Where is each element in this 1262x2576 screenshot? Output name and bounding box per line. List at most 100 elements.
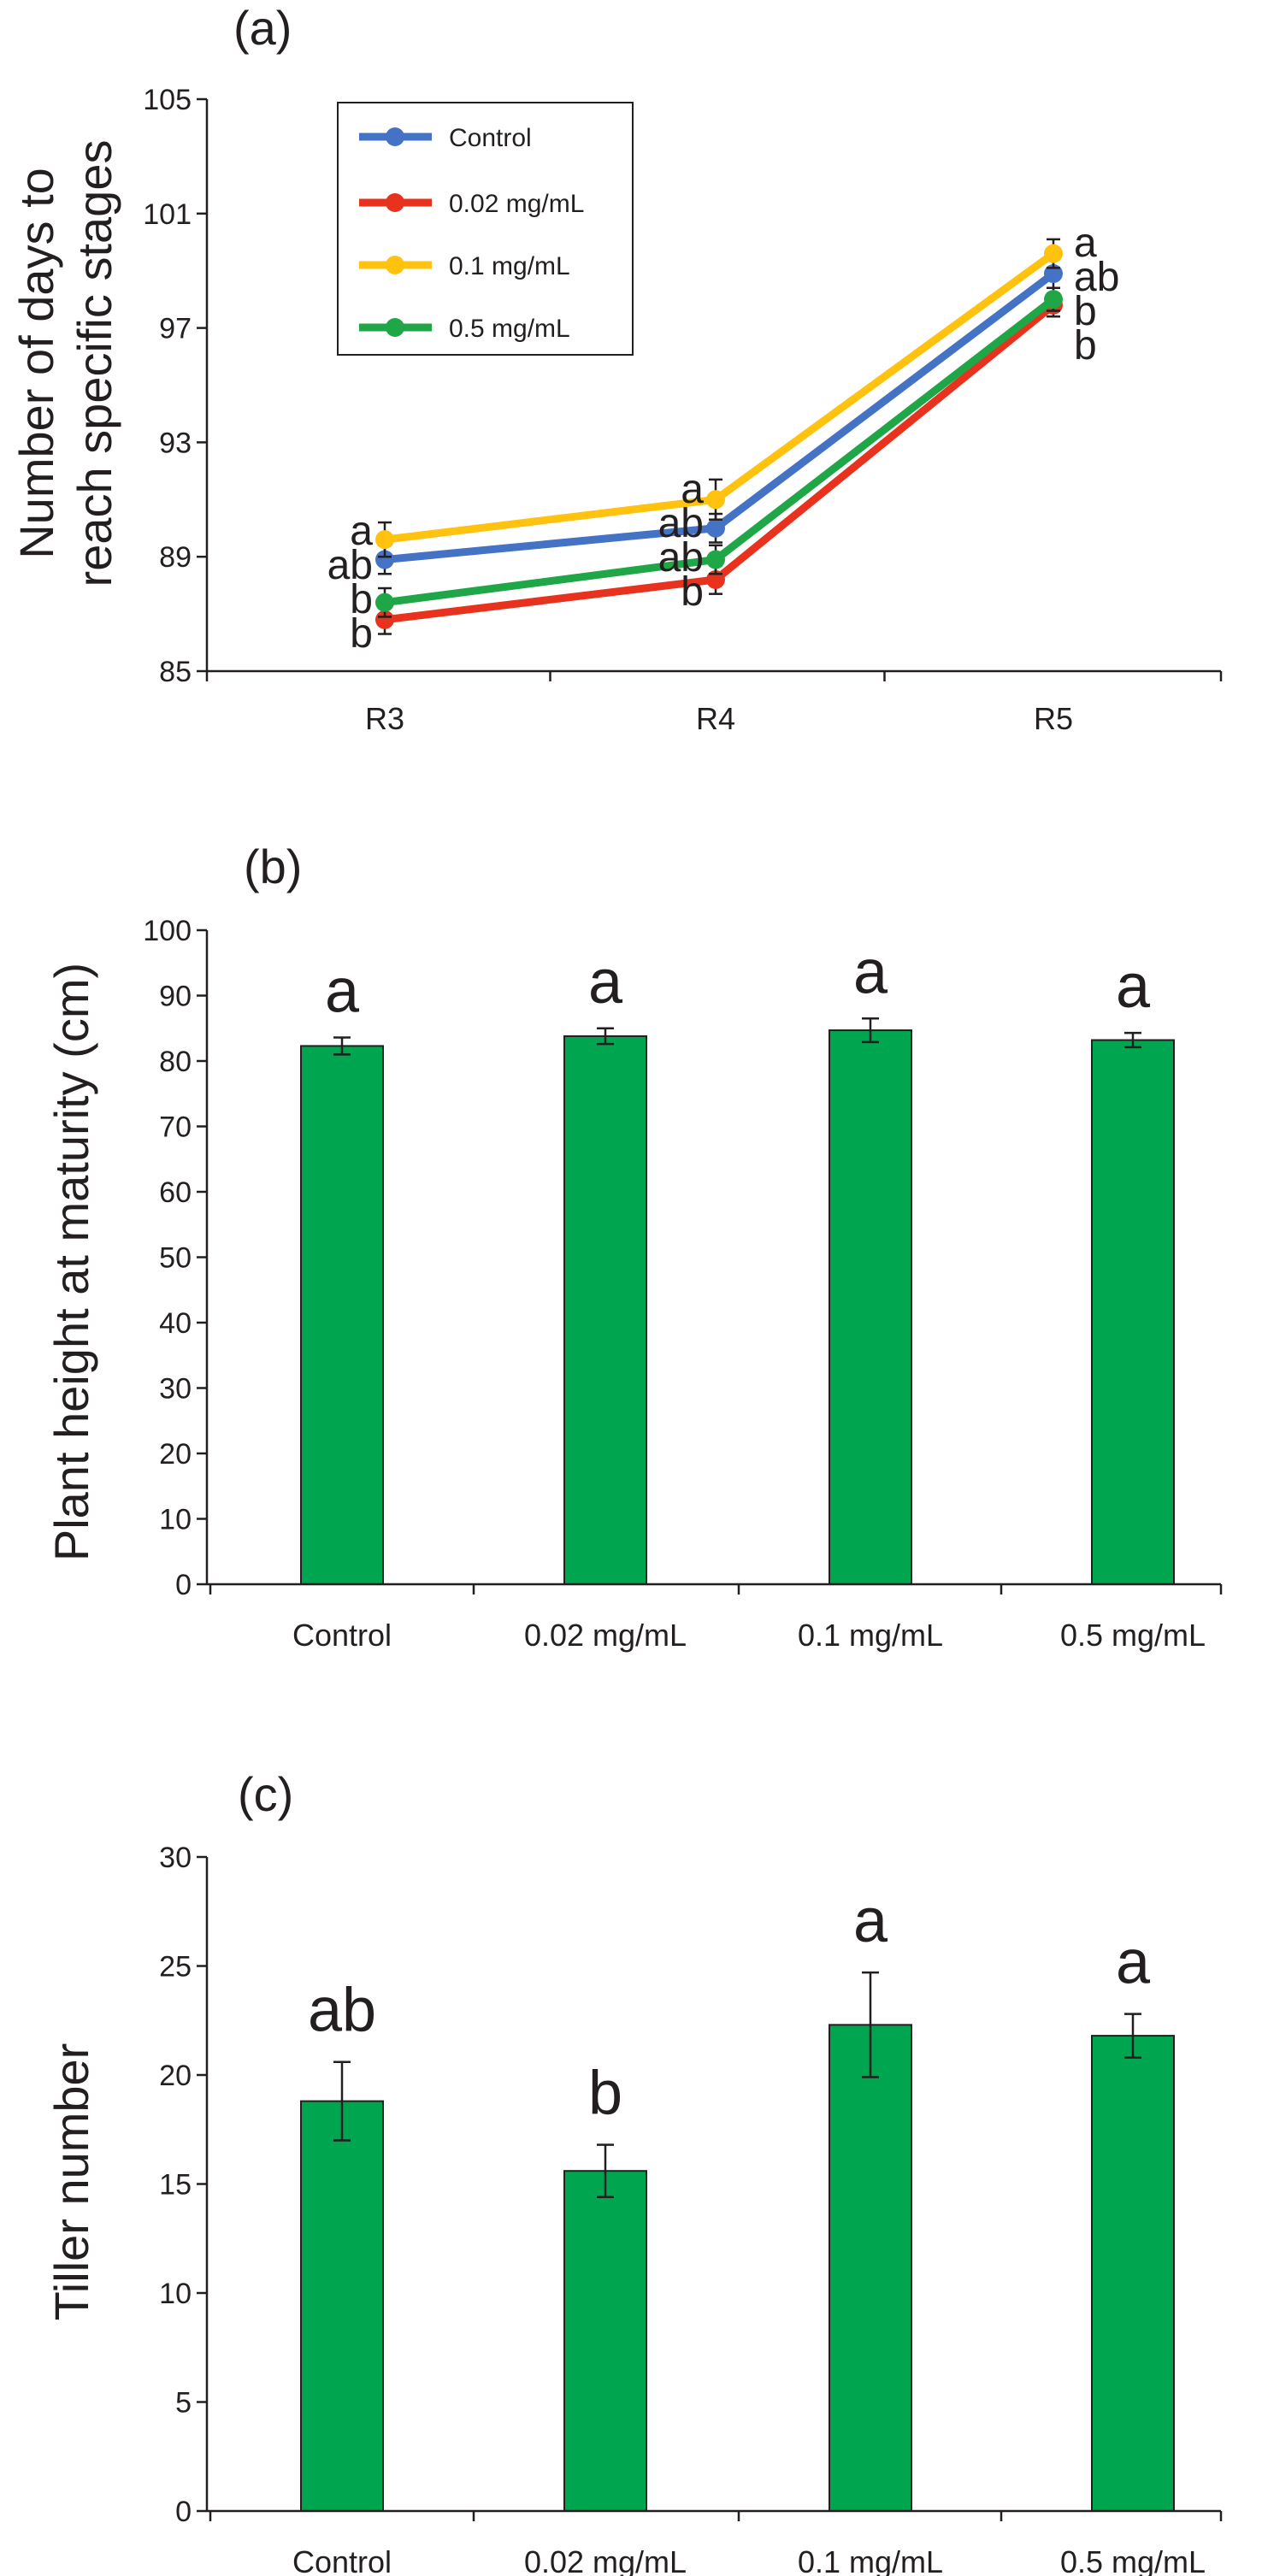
panel-c-label: (c) <box>238 1767 293 1821</box>
y-tick-label: 30 <box>159 1373 192 1406</box>
panel-a-ylabel-line1: Number of days to <box>9 168 63 559</box>
data-point-r4 <box>706 550 725 569</box>
panel-c-y-axis: 0 5 10 15 20 25 30 <box>159 1842 209 2528</box>
y-tick-label: 5 <box>175 2387 192 2420</box>
legend-label-0-02: 0.02 mg/mL <box>449 190 584 218</box>
bar-0-5-mg-ml <box>1091 2035 1175 2513</box>
y-tick-label: 70 <box>159 1111 192 1144</box>
data-point-r4 <box>706 490 725 510</box>
panel-c: (c) Tiller number 0 5 10 15 20 25 30 ab b a a Con… <box>44 1767 1223 2576</box>
data-point-r3 <box>375 550 394 569</box>
bar-control <box>300 2100 384 2513</box>
series-0-5-mg-ml <box>375 286 1063 618</box>
y-tick-label: 97 <box>159 313 192 345</box>
y-tick-label: 100 <box>143 915 192 947</box>
sig-letter-0-02-mg-ml: b <box>588 2060 622 2128</box>
sig-letter-0-1-mg-ml: a <box>853 1887 888 1955</box>
legend-box <box>337 102 634 356</box>
x-tick-label-r5: R5 <box>1034 701 1073 736</box>
x-tick-label-0-02-mg-ml: 0.02 mg/mL <box>524 2544 687 2576</box>
sig-letter-0-5-mg-ml: a <box>1116 1929 1151 1997</box>
legend-marker-0-02 <box>386 193 404 212</box>
panel-a-y-axis: 85 89 93 97 101 105 <box>143 84 209 688</box>
bar-group-0-02-mg-ml: b <box>563 2060 647 2512</box>
panel-a-series <box>375 238 1063 635</box>
y-tick-label: 50 <box>159 1242 192 1275</box>
data-point-r5 <box>1044 244 1063 263</box>
bar-group-0-5-mg-ml: a <box>1091 1929 1175 2513</box>
sig-letter-r4-control: ab <box>658 501 704 546</box>
panel-b-ylabel: Plant height at maturity (cm) <box>44 963 98 1561</box>
x-tick-label-0-5-mg-ml: 0.5 mg/mL <box>1060 1618 1206 1653</box>
sig-letter-0-1-mg-ml: a <box>853 938 888 1006</box>
series-0-1-mg-ml <box>375 238 1063 558</box>
y-tick-label: 90 <box>159 981 192 1013</box>
data-point-r4 <box>706 518 725 538</box>
sig-letter-r4-0-5-mg-ml: ab <box>658 535 704 581</box>
x-tick-label-0-1-mg-ml: 0.1 mg/mL <box>798 2544 943 2576</box>
x-tick-label-0-1-mg-ml: 0.1 mg/mL <box>798 1618 943 1653</box>
legend-marker-0-5 <box>386 318 404 337</box>
panel-a: (a) Number of days to reach specific sta… <box>9 1 1223 736</box>
bar-control <box>300 1045 384 1585</box>
y-tick-label: 105 <box>143 84 192 116</box>
y-tick-label: 0 <box>175 1569 192 1601</box>
x-tick-label-0-02-mg-ml: 0.02 mg/mL <box>524 1618 687 1653</box>
x-tick-label-control: Control <box>292 1618 392 1653</box>
y-tick-label: 30 <box>159 1842 192 1874</box>
y-tick-label: 80 <box>159 1046 192 1078</box>
sig-letter-r3-0-5-mg-ml: b <box>350 577 373 622</box>
y-tick-label: 20 <box>159 1438 192 1471</box>
data-point-r3 <box>375 530 394 550</box>
bar-group-0-5-mg-ml: a <box>1091 952 1175 1585</box>
legend-label-control: Control <box>449 124 532 152</box>
x-tick-label-r4: R4 <box>696 701 735 736</box>
y-tick-label: 85 <box>159 656 192 688</box>
y-tick-label: 10 <box>159 2278 192 2310</box>
panel-a-x-axis: R3 R4 R5 <box>205 669 1223 736</box>
x-tick-label-control: Control <box>292 2544 392 2576</box>
y-tick-label: 0 <box>175 2496 192 2528</box>
sig-letter-r5-control: ab <box>1074 255 1119 300</box>
sig-letter-0-02-mg-ml: a <box>588 948 623 1017</box>
sig-letter-control: ab <box>308 1977 376 2045</box>
legend-entry-0-1: 0.1 mg/mL <box>359 252 570 280</box>
y-tick-label: 40 <box>159 1307 192 1340</box>
y-tick-label: 15 <box>159 2169 192 2202</box>
sig-letter-r3-0-1-mg-ml: a <box>350 509 373 554</box>
legend-entry-0-5: 0.5 mg/mL <box>359 315 570 343</box>
panel-c-ylabel: Tiller number <box>44 2043 98 2321</box>
bar-group-control: a <box>300 957 384 1585</box>
sig-letter-r5-0-5-mg-ml: b <box>1074 289 1097 334</box>
x-tick-label-r3: R3 <box>365 701 404 736</box>
panel-a-legend: Control 0.02 mg/mL 0.1 mg/mL 0.5 mg/mL <box>337 102 634 356</box>
sig-letter-r5-0-1-mg-ml: a <box>1074 221 1097 266</box>
x-tick-label-0-5-mg-ml: 0.5 mg/mL <box>1060 2544 1206 2576</box>
sig-letter-r5-0-02-mg-ml: b <box>1074 323 1097 368</box>
panel-c-x-axis: Control 0.02 mg/mL 0.1 mg/mL 0.5 mg/mL <box>207 2509 1223 2576</box>
legend-marker-control <box>386 127 404 146</box>
y-tick-label: 10 <box>159 1504 192 1536</box>
panel-a-label: (a) <box>233 1 292 55</box>
sig-letter-control: a <box>325 957 360 1025</box>
bar-0-1-mg-ml <box>829 1029 912 1586</box>
legend-entry-control: Control <box>359 124 532 152</box>
bar-0-02-mg-ml <box>563 2170 647 2512</box>
bar-group-0-1-mg-ml: a <box>829 938 912 1586</box>
sig-letter-r3-0-02-mg-ml: b <box>350 611 373 657</box>
bar-0-5-mg-ml <box>1091 1039 1175 1585</box>
sig-letter-r4-0-1-mg-ml: a <box>681 467 704 512</box>
bar-0-1-mg-ml <box>829 2024 912 2513</box>
sig-letter-r4-0-02-mg-ml: b <box>681 569 704 615</box>
sig-letter-r3-control: ab <box>327 543 373 588</box>
data-point-r5 <box>1044 290 1063 309</box>
y-tick-label: 20 <box>159 2060 192 2092</box>
data-point-r3 <box>375 610 394 629</box>
panel-a-ylabel-line2: reach specific stages <box>68 140 121 587</box>
legend-label-0-5: 0.5 mg/mL <box>449 315 570 343</box>
panel-b: (b) Plant height at maturity (cm) 0 10 20 3… <box>44 840 1223 1653</box>
legend-label-0-1: 0.1 mg/mL <box>449 252 570 280</box>
